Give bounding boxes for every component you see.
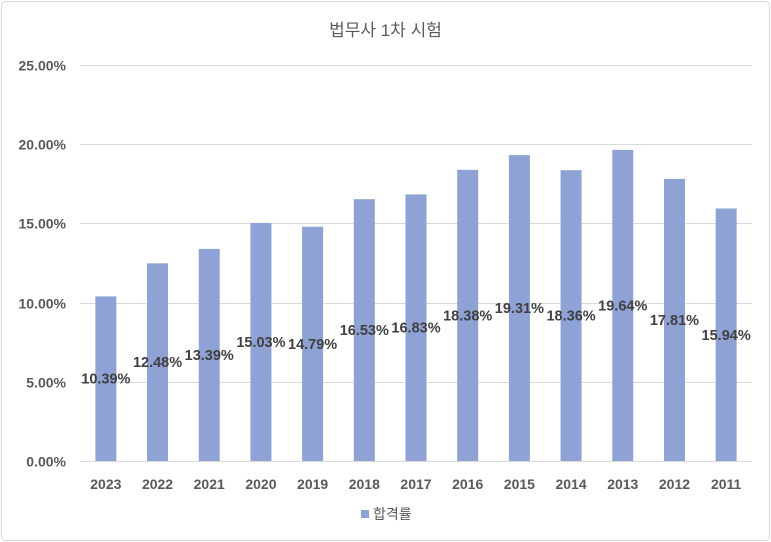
bar-2018 [353, 199, 375, 461]
chart-title: 법무사 1차 시험 [329, 21, 442, 40]
data-label-2015: 19.31% [495, 301, 544, 317]
legend-label: 합격률 [373, 506, 412, 522]
bar-2019 [302, 226, 324, 461]
x-axis-tick-labels: 2023 2022 2021 2020 2019 2018 2017 2016 2015 2014… [90, 476, 741, 492]
data-label-2011: 15.94% [702, 328, 751, 344]
x-tick-label: 2013 [607, 476, 638, 492]
bar-2016 [457, 169, 479, 462]
x-tick-label: 2023 [90, 476, 121, 492]
x-tick-label: 2018 [349, 476, 380, 492]
bar-2011 [715, 208, 737, 461]
y-tick-label: 5.00% [26, 375, 66, 391]
y-axis-tick-labels: 0.00% 5.00% 10.00% 15.00% 20.00% 25.00% [19, 58, 67, 470]
data-label-2020: 15.03% [236, 335, 285, 351]
x-tick-label: 2021 [194, 476, 225, 492]
x-tick-label: 2012 [659, 476, 690, 492]
bar-2012 [663, 178, 685, 462]
legend-marker [361, 510, 369, 518]
data-label-2012: 17.81% [650, 313, 699, 329]
x-tick-label: 2019 [297, 476, 328, 492]
data-label-2022: 12.48% [133, 355, 182, 371]
data-label-2014: 18.36% [546, 309, 595, 325]
data-label-2017: 16.83% [391, 321, 440, 337]
data-label-2023: 10.39% [81, 372, 130, 388]
data-label-2021: 13.39% [185, 348, 234, 364]
data-labels: 10.39%12.48% 13.39%15.03% 14.79%16.53% 16.8… [81, 298, 751, 387]
x-tick-label: 2011 [711, 476, 742, 492]
bar-2014 [560, 170, 582, 461]
x-tick-label: 2014 [555, 476, 586, 492]
bar-2015 [508, 155, 530, 462]
data-label-2019: 14.79% [288, 337, 337, 353]
y-tick-label: 20.00% [19, 137, 67, 153]
data-label-2018: 16.53% [340, 323, 389, 339]
bar-2017 [405, 194, 427, 462]
y-tick-label: 0.00% [26, 454, 66, 470]
bar-2013 [612, 149, 634, 461]
x-tick-label: 2016 [452, 476, 483, 492]
bars [95, 149, 737, 462]
y-tick-label: 15.00% [19, 216, 67, 232]
x-tick-label: 2020 [245, 476, 276, 492]
y-tick-label: 25.00% [19, 58, 67, 74]
bar-2020 [250, 222, 272, 461]
bar-2021 [198, 248, 220, 461]
x-tick-label: 2017 [400, 476, 431, 492]
bar-2023 [95, 296, 117, 461]
x-tick-label: 2015 [504, 476, 535, 492]
data-label-2013: 19.64% [598, 298, 647, 314]
data-label-2016: 18.38% [443, 308, 492, 324]
y-tick-label: 10.00% [19, 296, 67, 312]
x-tick-label: 2022 [142, 476, 173, 492]
legend: 합격률 [361, 506, 412, 522]
bar-2022 [147, 263, 169, 461]
